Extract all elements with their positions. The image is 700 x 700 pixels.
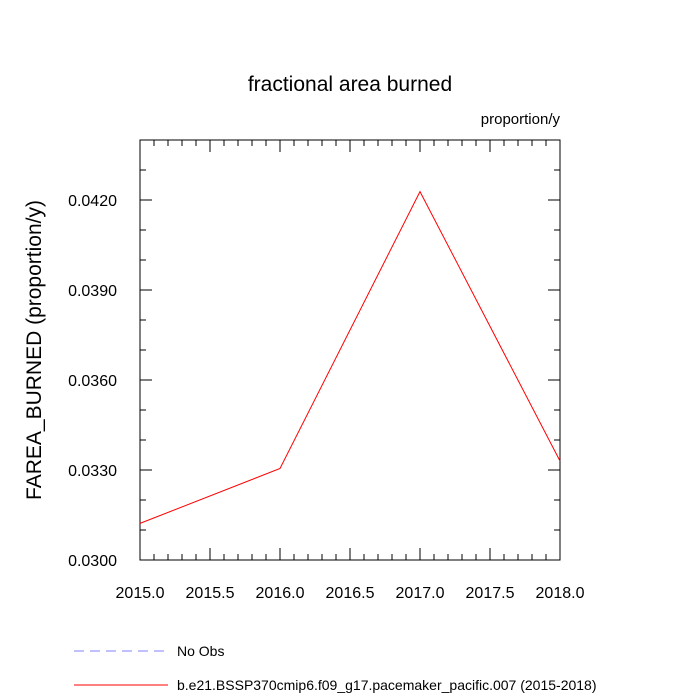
y-tick-label: 0.0420 xyxy=(68,193,117,210)
y-tick-label: 0.0300 xyxy=(68,553,117,570)
y-tick-label: 0.0360 xyxy=(68,373,117,390)
series-group xyxy=(139,190,561,524)
y-tick-label: 0.0330 xyxy=(68,463,117,480)
x-tick-label: 2016.0 xyxy=(256,585,305,602)
x-tick-label: 2016.5 xyxy=(326,585,375,602)
chart-title: fractional area burned xyxy=(248,73,452,96)
y-tick-labels: 0.0300 0.0330 0.0360 0.0390 0.0420 xyxy=(68,193,117,570)
plot-frame xyxy=(139,139,561,561)
units-label: proportion/y xyxy=(481,111,561,128)
x-tick-labels: 2015.0 2015.5 2016.0 2016.5 2017.0 2017.5 2018… xyxy=(116,585,585,602)
legend-label-model: b.e21.BSSP370cmip6.f09_g17.pacemaker_pac… xyxy=(177,677,597,693)
legend-label-no-obs: No Obs xyxy=(177,643,224,659)
x-tick-label: 2015.5 xyxy=(186,585,235,602)
y-axis-label: FAREA_BURNED (proportion/y) xyxy=(23,200,46,500)
legend: No Obs b.e21.BSSP370cmip6.f09_g17.pacema… xyxy=(74,643,597,693)
x-tick-label: 2017.0 xyxy=(396,585,445,602)
y-tick-label: 0.0390 xyxy=(68,283,117,300)
x-tick-label: 2018.0 xyxy=(536,585,585,602)
x-tick-label: 2017.5 xyxy=(466,585,515,602)
series-line xyxy=(139,190,561,524)
x-tick-label: 2015.0 xyxy=(116,585,165,602)
axis-ticks xyxy=(139,139,561,561)
